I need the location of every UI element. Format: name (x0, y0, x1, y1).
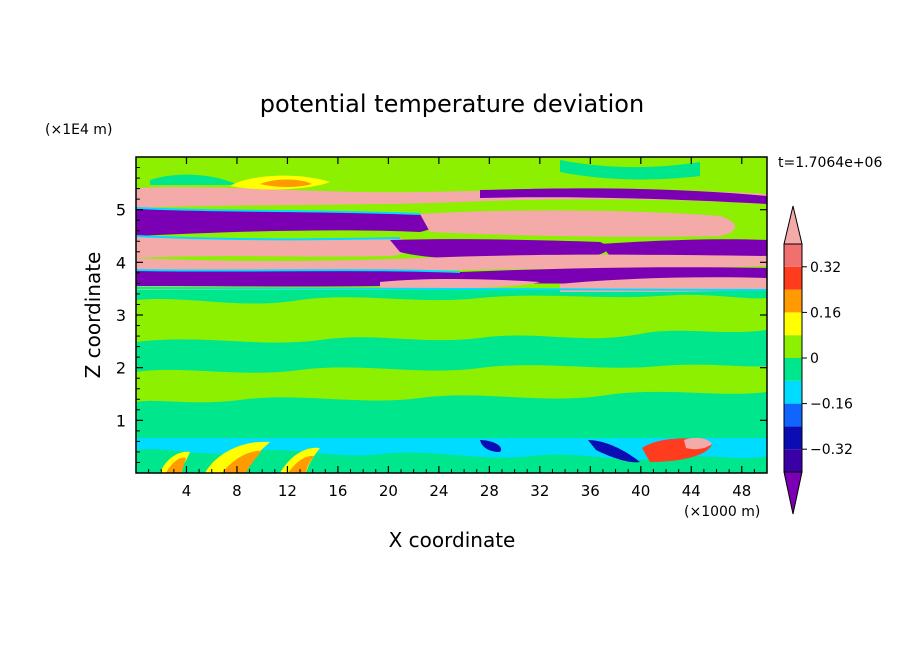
chart-title: potential temperature deviation (260, 90, 644, 118)
field-warm-layer-2 (136, 210, 735, 258)
y-tick-label: 5 (116, 201, 126, 220)
colorbar (783, 205, 803, 515)
colorbar-extend-low (783, 471, 803, 515)
x-axis-label: X coordinate (389, 528, 516, 552)
colorbar-labels: −0.32 −0.16 0 0.16 0.32 (802, 260, 853, 458)
colorbar-swatch (784, 312, 802, 336)
x-axis-ticks: 4 8 12 16 20 24 28 32 36 40 44 48 (148, 157, 755, 500)
x-tick-label: 44 (682, 482, 701, 500)
y-axis-ticks: 1 2 3 4 5 (116, 167, 767, 463)
field-hot-spot-top-core (260, 179, 312, 187)
colorbar-swatch (784, 266, 802, 290)
colorbar-tick-label: 0 (810, 351, 819, 367)
x-tick-label: 4 (182, 482, 192, 500)
colorbar-swatch (784, 289, 802, 313)
colorbar-swatch (784, 426, 802, 450)
y-axis-label: Z coordinate (81, 252, 105, 379)
x-tick-label: 20 (379, 482, 398, 500)
x-tick-label: 16 (328, 482, 347, 500)
plot-area (136, 157, 767, 473)
colorbar-swatch (784, 449, 802, 472)
colorbar-extend-high (783, 205, 803, 245)
x-tick-label: 12 (278, 482, 297, 500)
x-tick-label: 36 (581, 482, 600, 500)
x-tick-label: 8 (232, 482, 242, 500)
colorbar-swatch (784, 335, 802, 358)
x-tick-label: 32 (530, 482, 549, 500)
field-mid-blobs (150, 160, 700, 192)
colorbar-tick-label: 0.32 (810, 260, 841, 276)
x-tick-label: 40 (631, 482, 650, 500)
field-mid-patches (136, 294, 767, 403)
y-tick-label: 2 (116, 359, 126, 378)
field-warm-layer-4 (380, 277, 767, 292)
field-surface-hot (166, 450, 314, 473)
x-tick-label: 28 (480, 482, 499, 500)
field-surface-pink (684, 437, 712, 450)
field-layer-edges (136, 207, 767, 291)
x-tick-label: 24 (429, 482, 448, 500)
colorbar-swatch (784, 358, 802, 381)
time-label: t=1.7064e+06 (778, 155, 882, 171)
field-cold-layer-1 (136, 188, 767, 236)
colorbar-tick-label: −0.16 (810, 397, 853, 413)
colorbar-swatch (784, 244, 802, 267)
colorbar-swatch (784, 403, 802, 427)
colorbar-tick-label: 0.16 (810, 305, 841, 321)
y-unit-label: (×1E4 m) (45, 122, 112, 138)
colorbar-tick-label: −0.32 (810, 442, 853, 458)
field-warm-layer-3 (136, 254, 767, 271)
y-tick-label: 3 (116, 306, 126, 325)
colorbar-swatch (784, 380, 802, 404)
x-tick-label: 48 (732, 482, 751, 500)
x-unit-label: (×1000 m) (684, 504, 760, 520)
y-tick-label: 1 (116, 411, 126, 430)
field-surface-cold (480, 440, 640, 463)
y-tick-label: 4 (116, 253, 126, 272)
